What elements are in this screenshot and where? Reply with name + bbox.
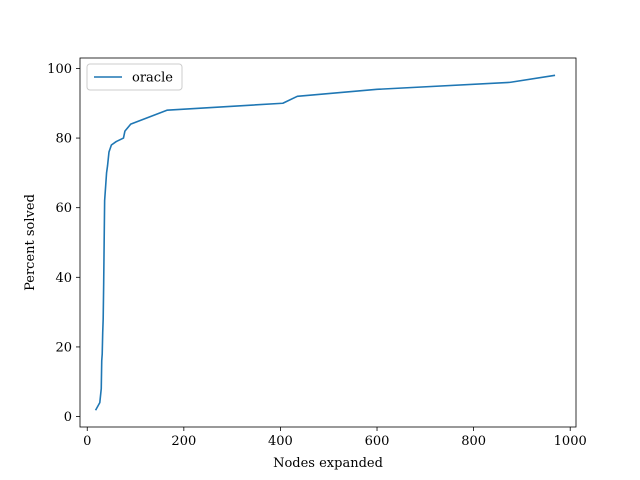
plot-frame <box>79 57 577 428</box>
y-tick-label-100: 100 <box>47 62 72 77</box>
y-axis-label: Percent solved <box>23 194 38 291</box>
x-axis-ticks: 0 200 400 600 800 1000 <box>83 427 587 449</box>
x-tick-label-800: 800 <box>461 434 486 449</box>
legend: oracle <box>86 63 183 91</box>
y-tick-label-0: 0 <box>64 410 72 425</box>
legend-box <box>86 63 183 91</box>
y-tick-label-60: 60 <box>55 201 72 216</box>
y-tick-label-20: 20 <box>55 340 72 355</box>
series-layer <box>94 74 556 411</box>
x-tick-label-600: 600 <box>365 434 390 449</box>
x-tick-label-0: 0 <box>83 434 91 449</box>
y-axis-ticks: 0 20 40 60 80 100 <box>47 62 80 425</box>
y-tick-label-40: 40 <box>55 271 72 286</box>
plot-area <box>80 58 576 427</box>
x-tick-label-400: 400 <box>268 434 293 449</box>
y-tick-label-80: 80 <box>55 132 72 147</box>
legend-label-oracle: oracle <box>132 71 173 86</box>
x-axis-label: Nodes expanded <box>273 456 383 471</box>
series-line-oracle <box>94 74 556 411</box>
x-tick-label-1000: 1000 <box>554 434 587 449</box>
x-tick-label-200: 200 <box>171 434 196 449</box>
